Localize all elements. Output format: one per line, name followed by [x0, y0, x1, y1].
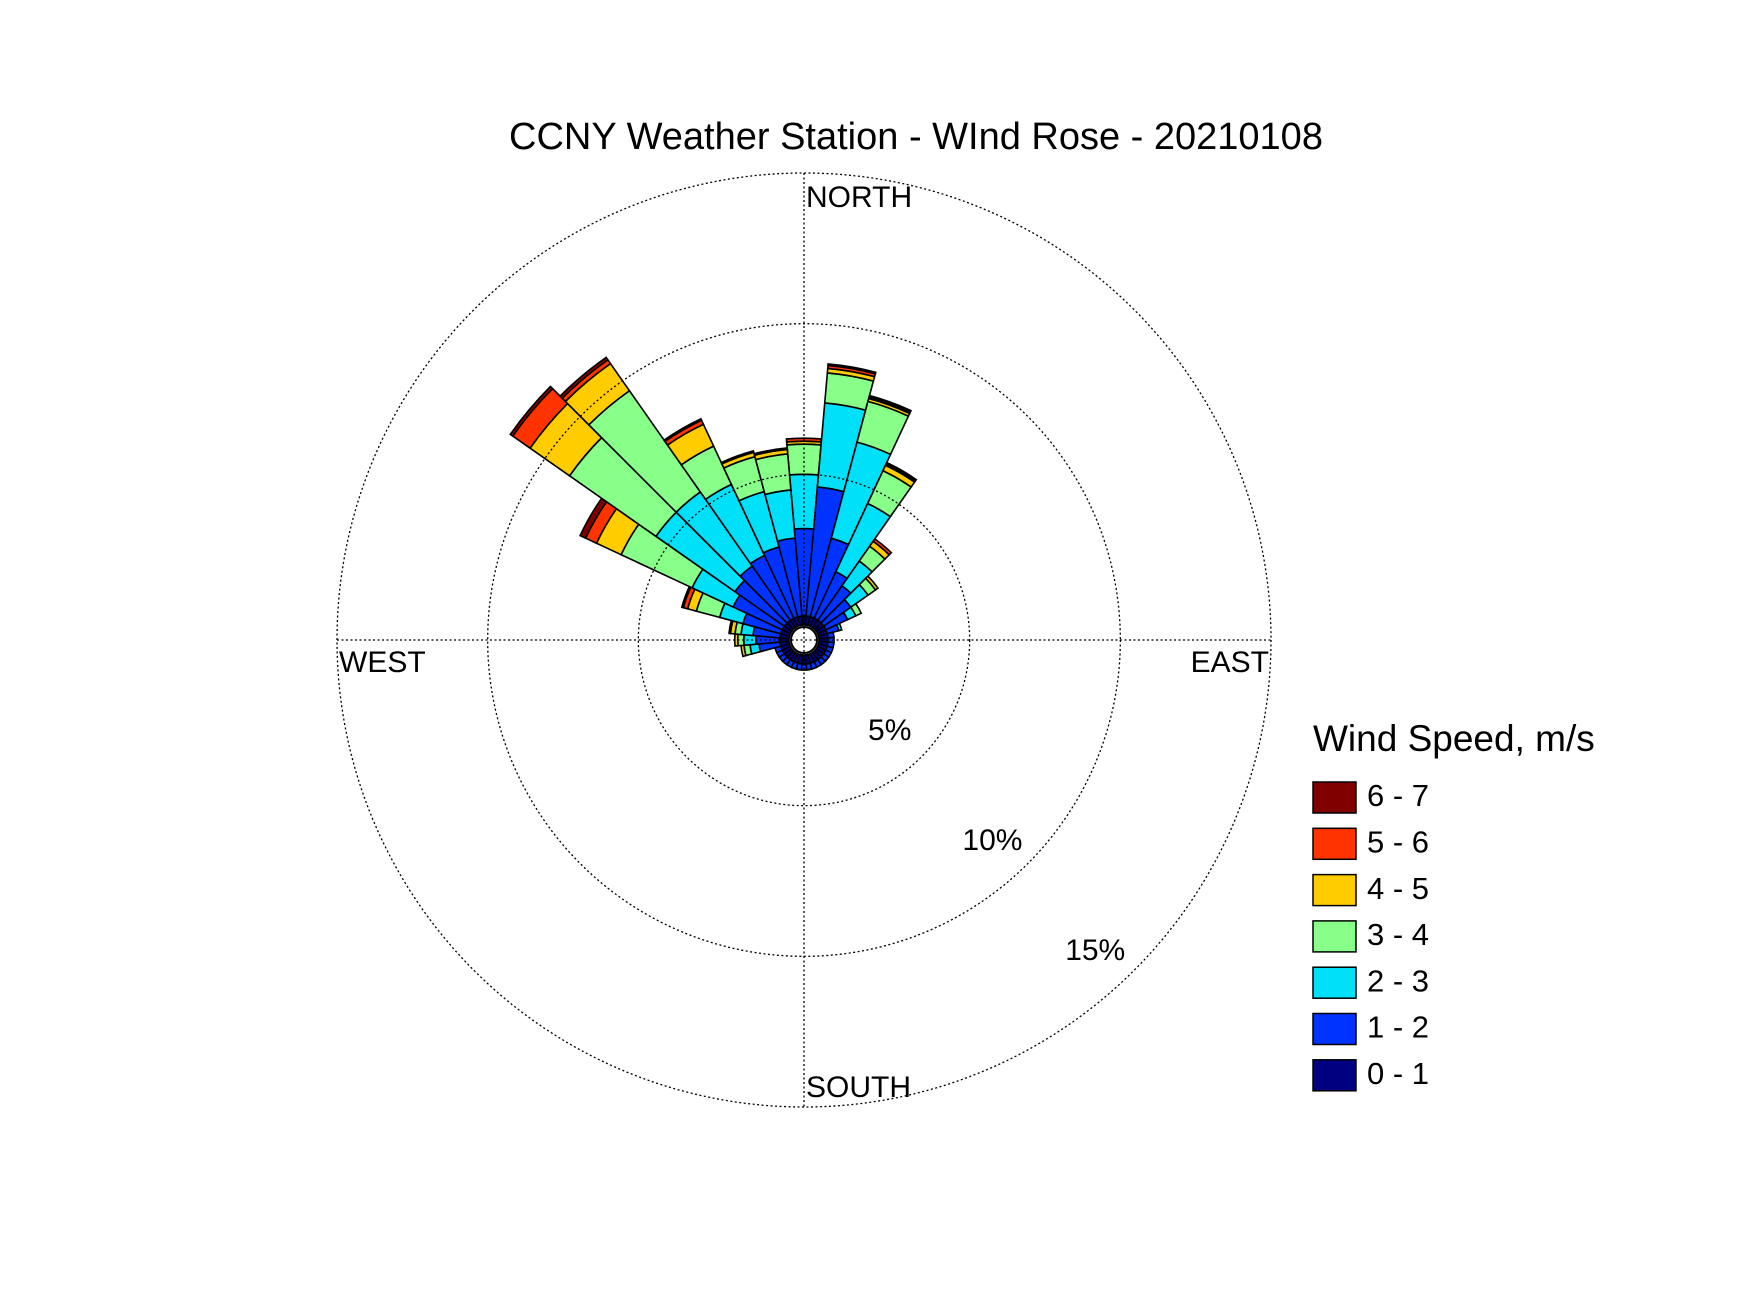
legend-label: 3 - 4 [1367, 917, 1429, 952]
legend-label: 6 - 7 [1367, 778, 1429, 813]
wedge-segment [849, 602, 863, 617]
wedge-segment [827, 363, 877, 375]
ring-label: 5% [868, 714, 911, 747]
legend-swatch [1312, 827, 1357, 861]
wedges [509, 356, 918, 671]
south-label: SOUTH [806, 1071, 911, 1104]
legend-title: Wind Speed, m/s [1313, 718, 1595, 759]
legend-swatch [1312, 920, 1357, 953]
legend-label: 5 - 6 [1367, 824, 1429, 859]
wedge-segment [509, 385, 554, 438]
legend-label: 1 - 2 [1367, 1010, 1429, 1045]
ring-label: 10% [962, 824, 1022, 857]
legend-label: 0 - 1 [1367, 1056, 1429, 1091]
chart-title: CCNY Weather Station - WInd Rose - 20210… [509, 116, 1323, 158]
wedge-segment [835, 622, 843, 632]
wedge-segment [868, 394, 913, 414]
legend-swatch [1312, 966, 1357, 999]
wedge-segment [864, 574, 880, 592]
center-hole [790, 626, 818, 654]
wedge-segment [720, 449, 755, 465]
grid-ring [336, 172, 1272, 1108]
east-label: EAST [1191, 646, 1269, 679]
legend-swatch [1312, 781, 1357, 814]
wedge-segment [662, 417, 703, 443]
wedge-segment [885, 461, 918, 482]
west-label: WEST [339, 646, 426, 679]
wedge-segment [558, 356, 609, 400]
wedge-segment [753, 447, 789, 457]
grid-ring [637, 473, 971, 807]
north-label: NORTH [806, 181, 912, 214]
wedge-segment [871, 537, 893, 556]
ring-label: 15% [1065, 934, 1125, 967]
legend-label: 4 - 5 [1367, 871, 1429, 906]
legend-label: 2 - 3 [1367, 963, 1429, 998]
legend-swatch [1312, 1059, 1357, 1092]
legend-swatch [1312, 1012, 1357, 1046]
legend-swatch [1312, 873, 1357, 907]
